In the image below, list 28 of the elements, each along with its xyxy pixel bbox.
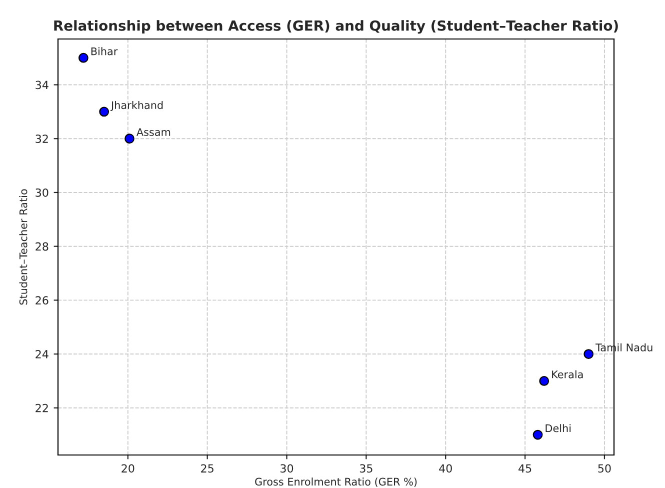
y-tick-label: 28 [36,242,48,251]
point [99,106,110,117]
point [532,430,543,440]
annotation: Delhi [546,424,571,432]
point [78,52,88,63]
x-tick-label: 25 [201,464,214,473]
y-tick-label: 30 [36,188,48,197]
annotation: Bihar [91,47,118,56]
point [124,134,134,144]
point [584,349,594,359]
y-axis-title: Student–Teacher Ratio [19,189,28,305]
annotation: Kerala [552,370,583,378]
y-tick-label: 32 [36,134,48,144]
x-tick-label: 45 [518,464,532,473]
y-tick-label: 26 [36,296,48,305]
x-tick-label: 20 [122,464,134,473]
annotation: Jharkhand [110,101,163,112]
annotation: Assam [136,128,170,136]
chart-title: Relationship between Access (GER) and Quality (Student–Teacher Ratio) [54,20,618,34]
point [539,376,550,386]
x-tick-label: 35 [360,464,372,473]
y-tick-label: 34 [36,80,48,90]
y-tick-label: 24 [36,350,48,358]
x-tick-label: 50 [598,464,611,473]
x-tick-label: 30 [280,464,294,473]
x-axis-title: Gross Enrolment Ratio (GER %) [255,478,417,487]
x-tick-label: 40 [439,464,452,473]
y-tick-label: 22 [36,404,48,412]
